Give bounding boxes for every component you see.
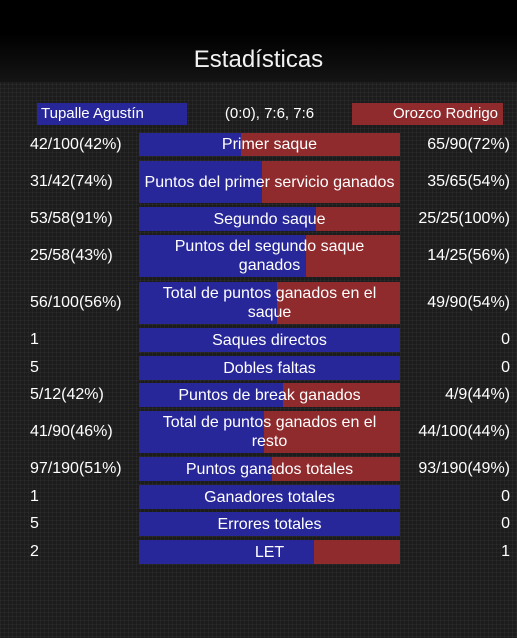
stat-right-value: 35/65(54%) (427, 173, 510, 190)
stat-label: Total de puntos ganados en el saque (162, 285, 377, 321)
stat-row: 2 LET 1 (0, 540, 517, 564)
stat-row: 25/58(43%) Puntos del segundo saque gana… (0, 235, 517, 277)
stat-left-value: 25/58(43%) (30, 247, 113, 264)
stat-right-value: 93/190(49%) (418, 460, 510, 477)
stat-bar: Segundo saque (139, 207, 400, 231)
stat-left-value: 5 (30, 359, 39, 376)
stat-bar-fill (139, 411, 265, 453)
stat-row: 97/190(51%) Puntos ganados totales 93/19… (0, 457, 517, 481)
stat-left-value: 41/90(46%) (30, 423, 113, 440)
page-title: Estadísticas (193, 46, 324, 73)
stat-bar: Saques directos (139, 328, 400, 352)
stat-right-value: 4/9(44%) (445, 386, 510, 403)
stat-left-value: 1 (30, 488, 39, 505)
stat-right-value: 14/25(56%) (427, 247, 510, 264)
stat-right-value: 0 (501, 515, 510, 532)
stat-bar-fill (139, 161, 262, 203)
stat-label: Saques directos (212, 331, 327, 349)
stat-row: 42/100(42%) Primer saque 65/90(72%) (0, 133, 517, 156)
stat-label: Errores totales (217, 515, 322, 533)
stat-bar-fill (139, 383, 283, 407)
stat-bar-fill (139, 512, 400, 536)
stat-label: Primer saque (221, 136, 318, 153)
stat-right-value: 65/90(72%) (427, 135, 510, 153)
stat-left-value: 5/12(42%) (30, 386, 104, 403)
stat-bar: Primer saque (139, 133, 400, 156)
stat-right-value: 25/25(100%) (418, 210, 510, 227)
stat-bar: Puntos del segundo saque ganados (139, 235, 400, 277)
stat-bar: Puntos ganados totales (139, 457, 400, 481)
player2-name: Orozco Rodrigo (352, 103, 503, 125)
stat-row: 5/12(42%) Puntos de break ganados 4/9(44… (0, 383, 517, 407)
stat-bar-fill (139, 328, 400, 352)
stat-left-value: 5 (30, 515, 39, 532)
stat-bar: Ganadores totales (139, 485, 400, 509)
stat-label: Ganadores totales (204, 488, 335, 506)
match-score: (0:0), 7:6, 7:6 (224, 105, 315, 122)
stat-row: 41/90(46%) Total de puntos ganados en el… (0, 411, 517, 453)
stat-row: 1 Ganadores totales 0 (0, 485, 517, 509)
stat-label: Segundo saque (213, 210, 326, 228)
stat-row: 56/100(56%) Total de puntos ganados en e… (0, 282, 517, 324)
stat-right-value: 1 (501, 543, 510, 560)
stat-label: Puntos de break ganados (178, 386, 361, 404)
stat-left-value: 31/42(74%) (30, 173, 113, 190)
stat-right-value: 44/100(44%) (418, 423, 510, 440)
stat-bar-fill (139, 356, 400, 380)
stat-label: Puntos del segundo saque ganados (174, 238, 365, 274)
stat-row: 31/42(74%) Puntos del primer servicio ga… (0, 161, 517, 203)
stat-bar-fill (139, 282, 278, 324)
stat-bar-fill (139, 485, 400, 509)
top-shade (0, 0, 517, 82)
stat-label: Dobles faltas (223, 359, 316, 377)
stat-bar: Dobles faltas (139, 356, 400, 380)
stat-row: 1 Saques directos 0 (0, 328, 517, 352)
stat-right-value: 0 (501, 488, 510, 505)
stat-row: 5 Dobles faltas 0 (0, 356, 517, 380)
stat-label: Total de puntos ganados en el resto (162, 414, 377, 450)
stat-bar-fill (139, 207, 317, 231)
stat-bar: Puntos de break ganados (139, 383, 400, 407)
stat-left-value: 53/58(91%) (30, 210, 113, 227)
stat-bar-fill (139, 540, 314, 564)
stat-bar-fill (139, 457, 273, 481)
stat-label: Puntos del primer servicio ganados (144, 173, 395, 191)
stat-label: Puntos ganados totales (185, 460, 354, 478)
stat-bar: Total de puntos ganados en el resto (139, 411, 400, 453)
stat-left-value: 1 (30, 331, 39, 348)
stat-right-value: 49/90(54%) (427, 294, 510, 311)
player1-name: Tupalle Agustín (37, 103, 187, 125)
stat-row: 5 Errores totales 0 (0, 512, 517, 536)
stat-bar: Total de puntos ganados en el saque (139, 282, 400, 324)
stat-bar: LET (139, 540, 400, 564)
stat-right-value: 0 (501, 331, 510, 348)
stat-left-value: 2 (30, 543, 39, 560)
stat-left-value: 56/100(56%) (30, 294, 122, 311)
stat-bar-fill (139, 133, 241, 156)
stat-label: LET (254, 543, 285, 561)
stat-bar: Errores totales (139, 512, 400, 536)
stat-bar-fill (139, 235, 307, 277)
stat-right-value: 0 (501, 359, 510, 376)
match-header: Tupalle Agustín (0:0), 7:6, 7:6 Orozco R… (0, 103, 517, 125)
stat-left-value: 42/100(42%) (30, 135, 122, 153)
stat-bar: Puntos del primer servicio ganados (139, 161, 400, 203)
stat-left-value: 97/190(51%) (30, 460, 122, 477)
stat-row: 53/58(91%) Segundo saque 25/25(100%) (0, 207, 517, 231)
